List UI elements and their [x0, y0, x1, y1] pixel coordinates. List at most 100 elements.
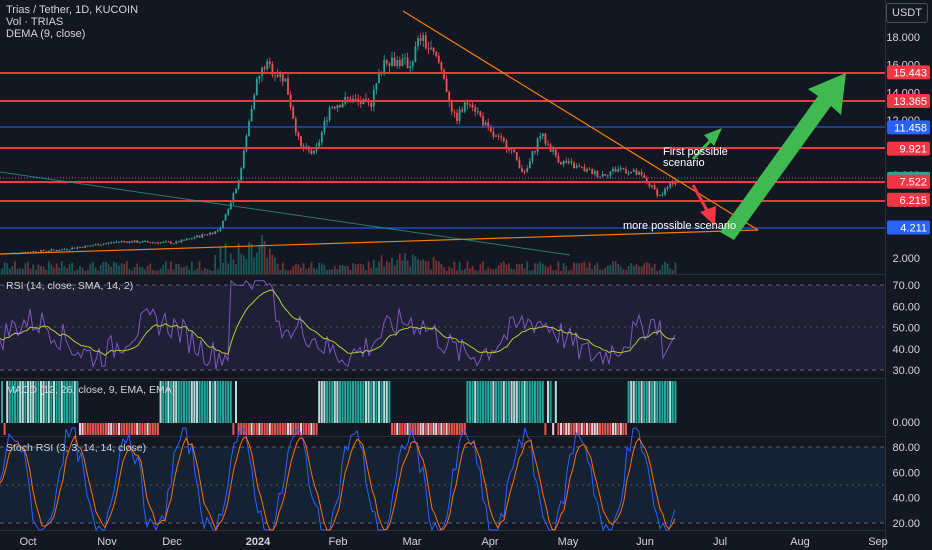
volume-bar: [583, 261, 586, 274]
rsi-band: [0, 285, 885, 370]
time-axis[interactable]: Oct Nov Dec 2024 Feb Mar Apr May Jun Jul Aug Sep: [19, 536, 887, 548]
candle-body: [287, 78, 289, 95]
macd-bar: [554, 381, 557, 423]
candle-body: [614, 168, 617, 172]
volume-bar: [614, 261, 617, 274]
time-tick: Oct: [19, 536, 36, 548]
macd-bar: [318, 381, 321, 423]
volume-bar: [209, 270, 211, 274]
macd-bar: [409, 423, 412, 435]
candle-body: [591, 169, 594, 175]
volume-bar: [617, 263, 620, 274]
candle-body: [170, 241, 172, 244]
candle-body: [385, 60, 388, 64]
candle-body: [599, 176, 601, 178]
macd-bar: [310, 423, 313, 435]
price-tick: 18.000: [886, 32, 920, 44]
macd-bar: [250, 423, 253, 435]
macd-bar: [638, 381, 640, 423]
volume-bar: [580, 263, 583, 274]
time-tick: Apr: [481, 536, 498, 548]
volume-bar: [310, 261, 313, 274]
currency-button[interactable]: USDT: [886, 3, 928, 23]
volume-bar: [237, 243, 240, 274]
macd-bar: [136, 423, 139, 435]
candle-body: [440, 62, 443, 70]
macd-label[interactable]: MACD (12, 26, close, 9, EMA, EMA): [6, 384, 176, 396]
scenario-arrows[interactable]: [691, 73, 846, 240]
macd-bar: [159, 381, 162, 423]
macd-bar: [372, 381, 375, 423]
macd-bar: [666, 381, 669, 423]
candle-body: [131, 241, 133, 243]
volume-legend[interactable]: Vol · TRIAS: [6, 16, 64, 28]
candle-body: [510, 149, 513, 151]
stoch-tick: 60.00: [892, 467, 920, 479]
volume-bar: [315, 268, 318, 274]
volume-bar: [245, 259, 248, 274]
rsi-tick: 30.00: [892, 365, 920, 377]
macd-bar: [154, 423, 157, 435]
macd-bar: [305, 423, 308, 435]
volume-bar: [510, 268, 513, 274]
macd-bar: [107, 423, 110, 435]
macd-bar: [484, 381, 487, 423]
volume-bar: [201, 270, 204, 274]
price-badge: [887, 65, 930, 80]
trend-lines[interactable]: [0, 10, 759, 256]
candle-body: [612, 168, 614, 172]
macd-bar: [294, 423, 297, 435]
candle-body: [188, 238, 191, 240]
macd-bar: [50, 381, 53, 423]
macd-bar: [112, 423, 115, 435]
rsi-label[interactable]: RSI (14, close, SMA, 14, 2): [6, 280, 134, 292]
volume-bar: [640, 266, 643, 274]
macd-bar: [97, 423, 100, 435]
oscillator-axes: 70.00 60.00 50.00 40.00 30.00 0.000 80.00 60.00…: [892, 280, 920, 530]
volume-bar: [8, 268, 11, 274]
candle-body: [567, 161, 570, 164]
macd-bar: [45, 381, 48, 423]
volume-bar: [479, 264, 482, 274]
candle-body: [248, 121, 250, 136]
macd-bar: [19, 381, 22, 423]
volume-bar: [284, 269, 287, 274]
volume-bar: [401, 260, 404, 274]
candle-body: [222, 220, 224, 229]
macd-bar: [640, 381, 643, 423]
candle-body: [279, 73, 282, 77]
volume-bar: [536, 263, 539, 274]
macd-bar: [128, 423, 131, 435]
candle-body: [500, 136, 503, 138]
rsi-tick: 40.00: [892, 344, 920, 356]
candle-body: [427, 48, 430, 50]
symbol-title[interactable]: Trias / Tether, 1D, KUCOIN: [6, 4, 139, 16]
macd-bar: [380, 381, 383, 423]
candle-body: [94, 244, 97, 246]
volume-bar: [14, 261, 16, 274]
macd-bar: [385, 381, 388, 423]
volume-bar: [593, 265, 596, 274]
red-arrow-shaft: [691, 184, 711, 215]
macd-bar: [367, 381, 370, 423]
volume-bar: [287, 270, 289, 274]
macd-bar: [362, 381, 365, 423]
candle-body: [375, 83, 378, 90]
volume-bar: [138, 267, 141, 274]
candle-body: [164, 241, 167, 243]
candle-body: [136, 240, 139, 243]
macd-bar: [8, 381, 11, 423]
volume-bar: [424, 261, 427, 274]
volume-bar: [131, 270, 133, 274]
volume-bar: [578, 263, 581, 274]
candle-body: [661, 194, 664, 196]
dema-legend[interactable]: DEMA (9, close): [6, 28, 86, 40]
macd-bar: [567, 423, 570, 435]
volume-bar: [164, 261, 167, 274]
macd-bar: [534, 381, 536, 423]
pane-borders: [0, 0, 886, 550]
stoch-label[interactable]: Stoch RSI (3, 3, 14, 14, close): [6, 442, 147, 454]
candle-body: [534, 151, 536, 153]
volume-bar: [554, 269, 557, 274]
